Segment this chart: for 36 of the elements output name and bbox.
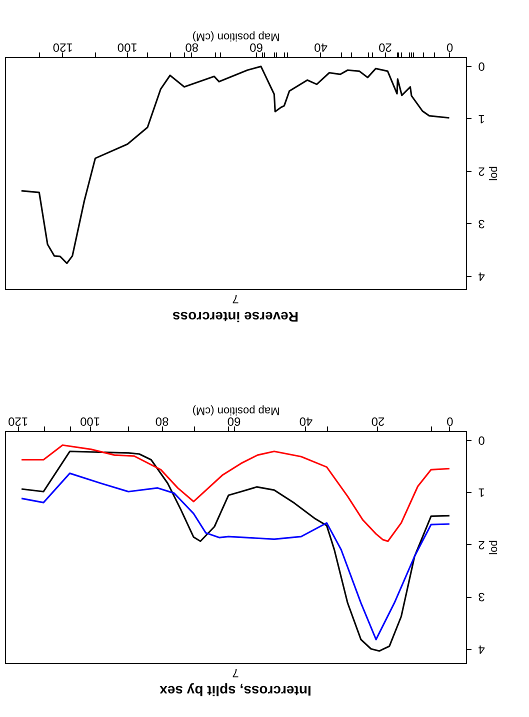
y-tick-label: 1	[478, 486, 485, 500]
text: 7	[232, 292, 239, 306]
x-tick-label: 80	[184, 40, 199, 54]
x-tick-label: 0	[446, 40, 454, 54]
x-tick-label: 60	[249, 40, 263, 54]
y-tick-label: 4	[478, 642, 485, 656]
x-tick-label: 20	[378, 40, 392, 54]
y-tick-label: 0	[478, 59, 485, 74]
y-tick-label: 0	[478, 433, 485, 448]
x-tick-label: 40	[299, 414, 313, 428]
x-tick-label: 100	[80, 414, 100, 428]
text: Reverse intercross	[172, 309, 299, 325]
line-series	[20, 444, 450, 542]
x-tick-label: 120	[8, 414, 28, 428]
x-tick-label: 80	[155, 414, 169, 428]
y-tick-label: 2	[478, 538, 485, 552]
x-axis-title: Map position (cM)	[192, 404, 280, 416]
x-tick-label: 120	[52, 40, 73, 54]
x-tick-label: 40	[314, 40, 328, 54]
y-tick-label: 4	[478, 269, 485, 284]
x-tick-label: 60	[227, 414, 241, 428]
y-axis-title: lod	[488, 166, 500, 181]
y-tick-label: 3	[478, 216, 485, 231]
x-tick-label: 20	[370, 414, 385, 428]
line-series	[20, 66, 450, 264]
y-axis-title: lod	[488, 540, 500, 555]
x-tick-label: 100	[117, 40, 138, 54]
line-series	[20, 472, 450, 640]
y-tick-label: 1	[478, 112, 485, 126]
y-tick-label: 2	[478, 164, 485, 178]
text: 7	[232, 666, 239, 680]
text: Intercross, split by sex	[159, 683, 312, 699]
x-tick-label: 0	[446, 414, 454, 428]
x-axis-title: Map position (cM)	[192, 30, 280, 42]
y-tick-label: 3	[478, 590, 485, 604]
line-series	[20, 450, 450, 652]
